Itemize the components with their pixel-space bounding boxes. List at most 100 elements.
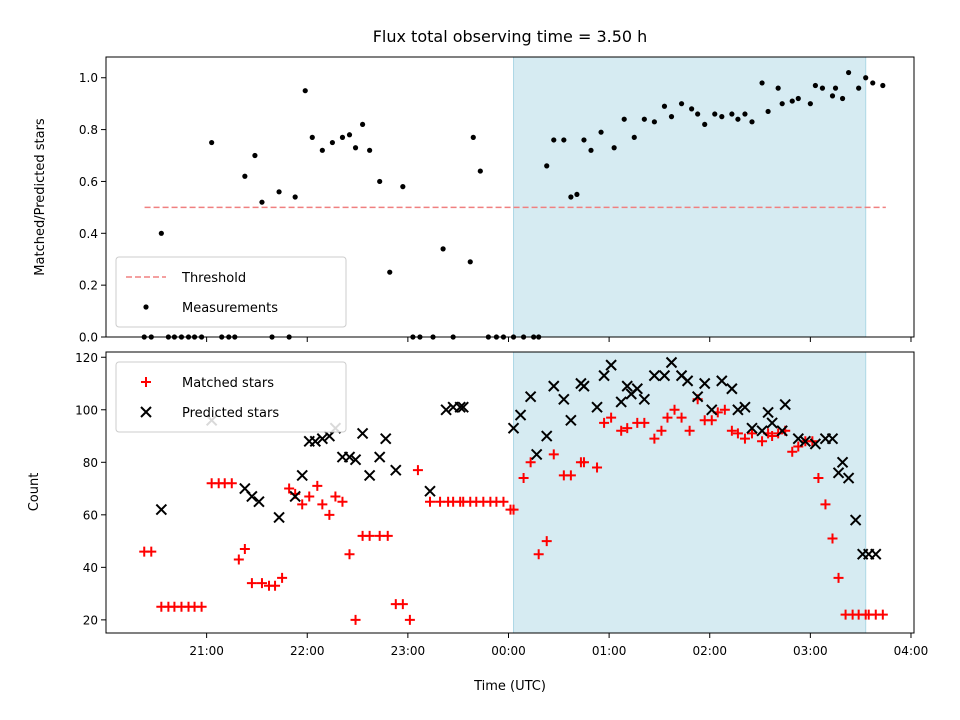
data-point xyxy=(669,404,680,415)
data-point xyxy=(631,134,637,140)
chart-title: Flux total observing time = 3.50 h xyxy=(373,27,648,46)
data-point xyxy=(339,134,346,140)
data-point xyxy=(631,383,643,395)
observing-window-shade xyxy=(513,352,866,633)
data-point xyxy=(477,168,483,174)
data-point xyxy=(856,85,862,91)
data-point xyxy=(346,132,353,138)
y-tick-label: 0.6 xyxy=(79,175,98,189)
data-point xyxy=(425,496,436,507)
legend-label: Measurements xyxy=(182,301,278,316)
data-point xyxy=(809,438,822,450)
data-point xyxy=(312,480,323,491)
data-point xyxy=(256,578,267,589)
data-point xyxy=(732,428,743,439)
legend-swatch-measurements xyxy=(143,304,149,310)
data-point xyxy=(155,503,168,516)
data-point xyxy=(789,98,795,104)
data-point xyxy=(239,543,250,554)
data-point xyxy=(689,106,695,112)
y-tick-label: 20 xyxy=(83,613,98,627)
data-point xyxy=(616,425,627,436)
data-point xyxy=(702,121,708,128)
x-tick-label: 03:00 xyxy=(793,644,828,658)
data-point xyxy=(146,546,157,557)
data-point xyxy=(845,69,852,76)
data-point xyxy=(363,469,376,482)
legend-box xyxy=(115,361,347,433)
data-point xyxy=(766,417,778,429)
data-point xyxy=(668,114,675,120)
data-point xyxy=(729,111,735,117)
x-tick-label: 22:00 xyxy=(290,644,325,658)
data-point xyxy=(765,108,771,115)
data-point xyxy=(551,137,557,143)
data-point xyxy=(706,404,718,416)
data-point xyxy=(749,119,755,125)
data-point xyxy=(565,414,577,426)
legend: Threshold Measurements xyxy=(115,256,347,328)
legend-label: Threshold xyxy=(181,271,246,286)
data-point xyxy=(863,75,869,81)
data-point xyxy=(832,467,845,479)
data-point xyxy=(698,377,711,390)
x-tick-label: 21:00 xyxy=(189,644,224,658)
data-point xyxy=(344,549,355,560)
data-point xyxy=(498,496,509,507)
data-point xyxy=(662,412,673,423)
data-point xyxy=(706,415,717,426)
data-point xyxy=(309,134,315,140)
data-point xyxy=(829,93,836,99)
data-point xyxy=(196,601,207,612)
series-measurements xyxy=(141,69,886,340)
data-point xyxy=(533,549,544,560)
data-point xyxy=(440,246,446,252)
y-tick-label: 1.0 xyxy=(79,71,98,85)
x-tick-label: 02:00 xyxy=(692,644,727,658)
data-point xyxy=(524,390,537,403)
data-point xyxy=(581,137,587,143)
data-point xyxy=(641,116,647,122)
data-point xyxy=(548,380,560,392)
x-tick-label: 01:00 xyxy=(592,644,627,658)
data-point xyxy=(284,483,295,494)
data-point xyxy=(716,375,728,387)
data-point xyxy=(457,401,469,413)
x-tick-label: 00:00 xyxy=(491,644,526,658)
data-point xyxy=(400,184,406,190)
data-point xyxy=(649,433,660,444)
data-point xyxy=(880,82,886,89)
y-tick-label: 100 xyxy=(75,403,98,417)
data-point xyxy=(387,269,393,275)
y-tick-label: 120 xyxy=(75,351,98,365)
y-tick-label: 0.8 xyxy=(79,123,98,137)
data-point xyxy=(739,401,751,413)
data-point xyxy=(319,147,325,153)
data-point xyxy=(665,356,678,369)
legend-swatch-matched xyxy=(141,377,151,387)
data-point xyxy=(742,111,748,117)
data-point xyxy=(273,511,285,524)
data-point xyxy=(691,390,704,403)
data-point xyxy=(316,432,329,445)
data-point xyxy=(639,417,650,428)
data-point xyxy=(390,464,402,476)
data-point xyxy=(246,490,258,503)
data-point xyxy=(359,121,366,128)
data-point xyxy=(598,369,610,382)
data-point xyxy=(518,473,529,484)
data-point xyxy=(588,147,594,153)
data-point xyxy=(615,396,627,408)
y-tick-label: 60 xyxy=(83,508,98,522)
data-point xyxy=(719,114,725,120)
data-point xyxy=(530,448,543,461)
data-point xyxy=(292,194,298,200)
data-point xyxy=(367,147,373,153)
data-point xyxy=(382,530,393,541)
panel-counts: 20 40 60 80 100 120 21:00 22:00 23:00 00:00 01:00 0… xyxy=(75,351,928,658)
data-point xyxy=(349,453,362,466)
data-point xyxy=(352,145,359,151)
data-point xyxy=(440,404,452,416)
data-point xyxy=(209,139,215,146)
data-point xyxy=(568,194,574,200)
